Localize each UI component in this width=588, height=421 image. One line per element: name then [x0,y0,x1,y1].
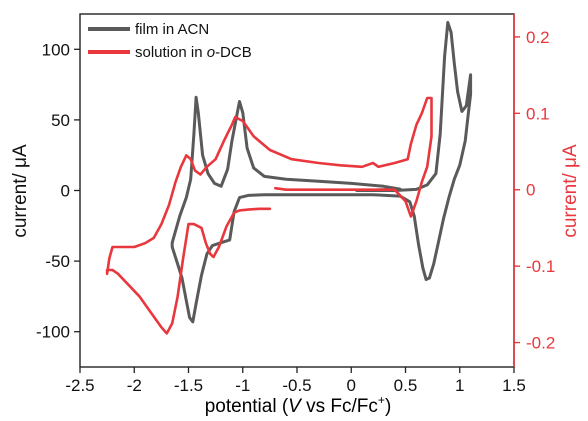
right-tick-label: -0.2 [526,334,555,353]
plot-area [79,13,515,368]
right-axis-label: current/ μA [560,144,581,238]
x-tick-label: -1 [235,376,250,395]
legend-label-solution: solution in o-DCB [135,44,252,61]
x-tick-label: 1 [455,376,464,395]
legend: film in ACN solution in o-DCB [88,21,252,61]
x-tick-label: -0.5 [282,376,311,395]
x-tick-label: -2.5 [65,376,94,395]
x-tick-label: 0.5 [394,376,418,395]
x-tick-label: -1.5 [174,376,203,395]
left-tick-label: -100 [36,323,70,342]
left-tick-label: -50 [45,252,70,271]
legend-label-film: film in ACN [135,21,209,38]
left-axis-ticks: 100 50 0 -50 -100 [36,40,80,342]
right-tick-label: 0.1 [526,104,550,123]
x-tick-label: -2 [127,376,142,395]
right-axis-ticks: 0.2 0.1 0 -0.1 -0.2 [514,28,555,353]
left-tick-label: 50 [51,111,70,130]
x-axis-ticks: -2.5 -2 -1.5 -1 -0.5 0 0.5 1 1.5 [65,367,526,395]
right-tick-label: -0.1 [526,257,555,276]
right-tick-label: 0 [526,181,535,200]
left-axis-label: current/ μA [10,144,31,238]
left-tick-label: 0 [61,182,70,201]
series-line-1 [105,96,433,335]
x-tick-label: 1.5 [502,376,526,395]
series-layer [105,21,473,335]
x-tick-label: 0 [347,376,356,395]
left-tick-label: 100 [42,40,70,59]
right-tick-label: 0.2 [526,28,550,47]
series-line-0 [170,21,473,324]
x-axis-label: potential (V vs Fc/Fc+) [205,393,392,417]
